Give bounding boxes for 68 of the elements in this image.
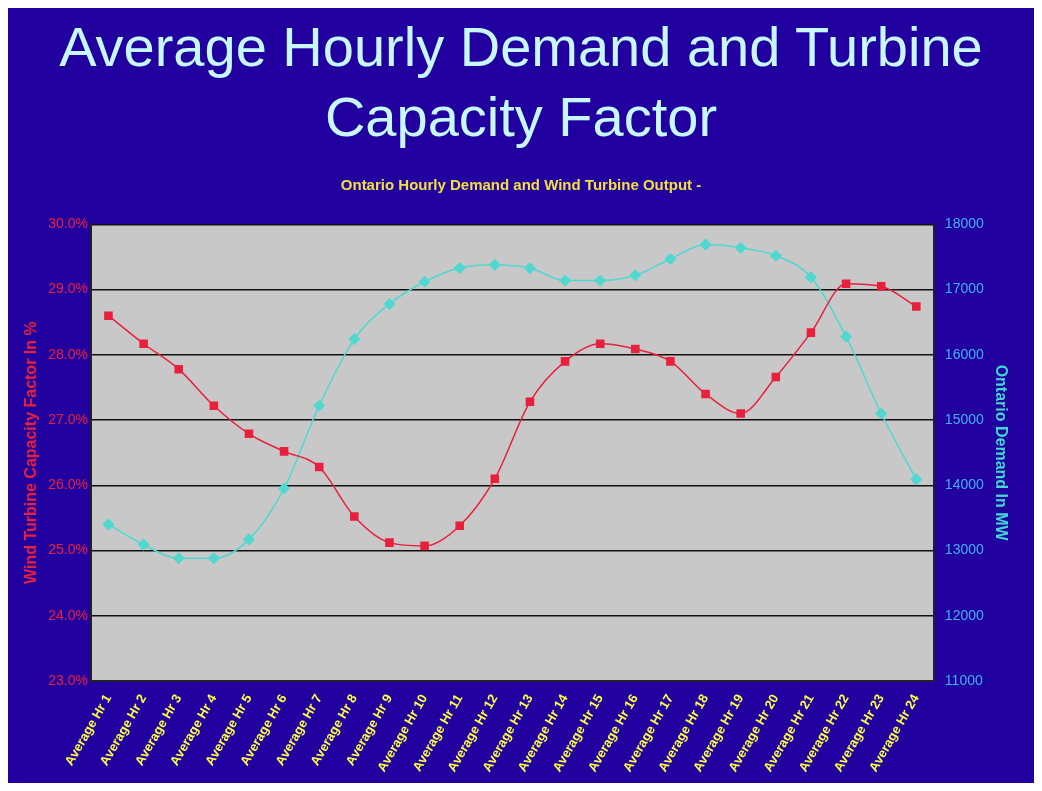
- point: [841, 279, 851, 289]
- y2-tick-label: 14000: [944, 476, 985, 493]
- point: [524, 262, 536, 274]
- y-tick-label: 25.0%: [48, 541, 88, 558]
- chart-title: Average Hourly Demand and Turbine Capacity Factor: [58, 14, 984, 150]
- chart-subtitle: Ontario Hourly Demand and Wind Turbine Output -: [339, 176, 703, 193]
- point: [383, 298, 396, 310]
- point: [912, 302, 921, 311]
- y-tick-label: 30.0%: [48, 215, 88, 232]
- point: [278, 482, 290, 495]
- y-tick-label: 29.0%: [48, 280, 88, 297]
- y-tick-label: 23.0%: [48, 671, 88, 688]
- point: [631, 344, 640, 354]
- y2-axis-title: Ontario Demand In MW: [992, 364, 1010, 542]
- point: [455, 521, 464, 530]
- point: [805, 271, 817, 283]
- y2-tick-label: 11000: [944, 671, 983, 688]
- point: [629, 269, 642, 282]
- point: [174, 364, 183, 374]
- point: [666, 357, 675, 366]
- point: [734, 242, 747, 254]
- point: [313, 399, 325, 412]
- point: [771, 372, 781, 382]
- y2-tick-label: 16000: [944, 345, 985, 362]
- point: [876, 282, 886, 291]
- point: [350, 512, 359, 521]
- point: [736, 409, 745, 418]
- point: [102, 518, 115, 531]
- point: [104, 311, 113, 320]
- y2-tick-label: 17000: [944, 280, 985, 297]
- point: [453, 262, 466, 274]
- point: [348, 333, 361, 345]
- point: [664, 253, 677, 265]
- point: [418, 276, 431, 288]
- point: [875, 407, 887, 420]
- point: [559, 274, 571, 287]
- point: [910, 473, 923, 486]
- point: [490, 474, 500, 484]
- point: [385, 538, 394, 547]
- point: [770, 249, 782, 262]
- y-tick-label: 27.0%: [48, 410, 88, 427]
- y-tick-label: 26.0%: [48, 476, 88, 493]
- point: [243, 533, 255, 546]
- y2-tick-label: 13000: [944, 541, 985, 558]
- point: [806, 328, 816, 337]
- point: [279, 447, 289, 456]
- point: [595, 339, 605, 349]
- y2-tick-label: 18000: [944, 215, 985, 232]
- point: [208, 552, 220, 565]
- point: [137, 538, 150, 551]
- y-tick-label: 24.0%: [48, 606, 88, 623]
- point: [525, 397, 535, 407]
- y-tick-label: 28.0%: [48, 345, 88, 362]
- point: [139, 339, 148, 349]
- point: [840, 330, 852, 343]
- point: [172, 552, 185, 565]
- point: [209, 401, 219, 410]
- point: [314, 462, 324, 472]
- point: [699, 238, 712, 251]
- y-axis-title: Wind Turbine Capacity Factor In %: [22, 321, 40, 584]
- y2-tick-label: 15000: [944, 410, 985, 427]
- point: [560, 357, 570, 366]
- point: [701, 389, 710, 399]
- point: [420, 541, 429, 551]
- y2-tick-label: 12000: [944, 606, 985, 623]
- point: [594, 274, 606, 287]
- point: [244, 429, 254, 439]
- point: [489, 259, 501, 271]
